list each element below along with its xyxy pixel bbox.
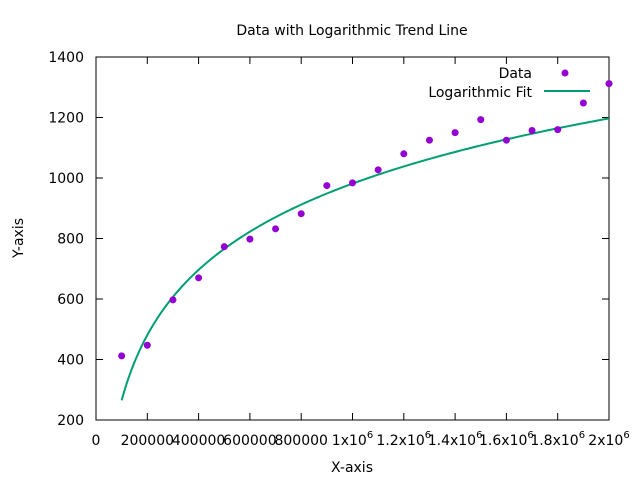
axis-ticks bbox=[95, 56, 610, 421]
x-tick-label: 200000 bbox=[121, 433, 174, 449]
x-tick-label: 1.2x106 bbox=[376, 430, 431, 449]
data-point bbox=[195, 274, 203, 282]
data-point bbox=[323, 182, 331, 190]
chart-title: Data with Logarithmic Trend Line bbox=[236, 23, 467, 39]
x-tick-label: 2x106 bbox=[588, 430, 629, 449]
y-tick-label: 1000 bbox=[48, 171, 84, 187]
data-point bbox=[272, 225, 280, 233]
y-tick-label: 400 bbox=[57, 353, 84, 369]
legend-label-fit: Logarithmic Fit bbox=[428, 85, 532, 101]
y-tick-label: 1400 bbox=[48, 50, 84, 66]
data-point bbox=[425, 136, 433, 144]
data-point bbox=[297, 210, 305, 218]
x-tick-label: 1.6x106 bbox=[479, 430, 534, 449]
data-point bbox=[349, 179, 356, 187]
data-point bbox=[451, 129, 459, 137]
data-point bbox=[246, 235, 254, 243]
fit-line bbox=[120, 117, 610, 401]
x-tick-label: 600000 bbox=[223, 433, 276, 449]
data-point bbox=[528, 127, 536, 135]
plot-frame bbox=[95, 56, 610, 421]
x-axis-title: X-axis bbox=[331, 460, 373, 476]
data-point bbox=[579, 99, 587, 107]
x-tick-label: 800000 bbox=[274, 433, 327, 449]
data-point bbox=[220, 243, 228, 251]
data-point bbox=[477, 116, 485, 124]
y-axis-title: Y-axis bbox=[11, 218, 27, 259]
data-point bbox=[502, 136, 510, 144]
data-point bbox=[605, 80, 613, 88]
y-tick-label: 1200 bbox=[48, 111, 84, 127]
data-point bbox=[169, 296, 177, 304]
data-point bbox=[118, 352, 126, 360]
legend-swatch-data bbox=[561, 69, 569, 77]
x-tick-label: 1.8x106 bbox=[530, 430, 585, 449]
x-tick-label: 1.4x106 bbox=[428, 430, 483, 449]
data-point bbox=[400, 150, 408, 158]
legend: Data Logarithmic Fit bbox=[428, 66, 590, 101]
y-tick-label: 200 bbox=[57, 413, 84, 429]
data-point bbox=[374, 166, 382, 174]
legend-label-data: Data bbox=[499, 66, 532, 82]
data-point bbox=[143, 341, 151, 349]
y-tick-label: 600 bbox=[57, 292, 84, 308]
chart-marks bbox=[118, 80, 613, 401]
data-point bbox=[554, 126, 562, 134]
y-tick-label: 800 bbox=[57, 232, 84, 248]
x-tick-label: 400000 bbox=[172, 433, 225, 449]
x-tick-label: 1x106 bbox=[332, 430, 373, 449]
x-tick-label: 0 bbox=[92, 433, 101, 449]
